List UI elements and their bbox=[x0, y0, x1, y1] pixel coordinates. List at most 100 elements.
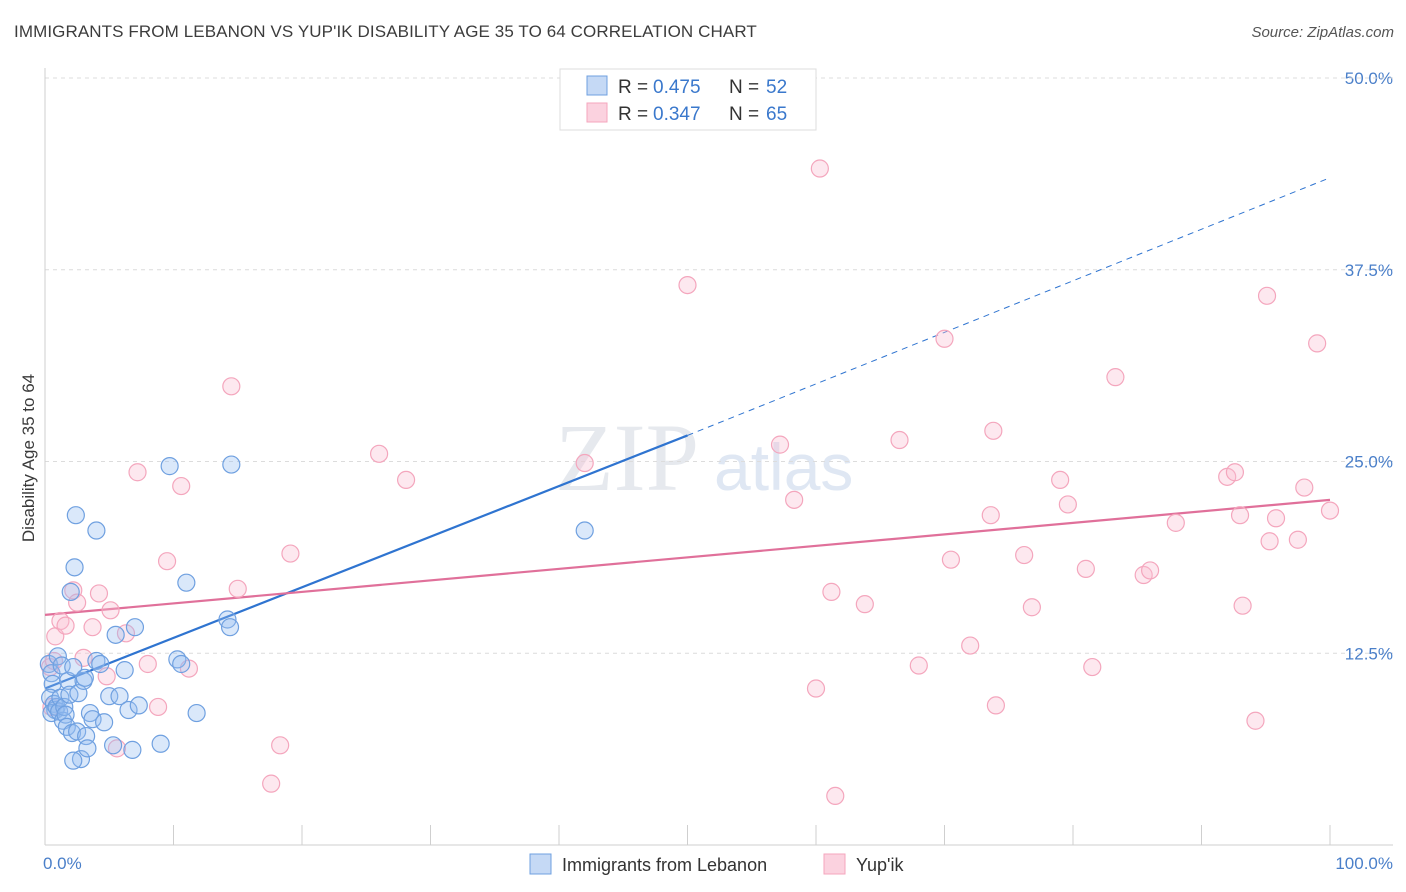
stats-legend: R = 0.475 N = 52 R = 0.347 N = 65 bbox=[559, 68, 817, 131]
point-yupik bbox=[855, 595, 874, 614]
point-yupik bbox=[172, 476, 191, 496]
point-lebanon bbox=[119, 700, 138, 720]
point-lebanon bbox=[71, 749, 91, 769]
legend-r-value-lebanon: 0.475 bbox=[653, 77, 701, 98]
point-yupik bbox=[890, 430, 909, 450]
point-yupik bbox=[128, 463, 147, 482]
point-lebanon bbox=[129, 696, 148, 715]
point-lebanon bbox=[187, 703, 206, 723]
point-lebanon bbox=[83, 710, 102, 729]
point-yupik bbox=[1051, 470, 1070, 490]
point-lebanon bbox=[177, 573, 196, 592]
point-lebanon bbox=[74, 671, 93, 690]
legend-n-label-yupik: N = bbox=[729, 104, 759, 125]
point-yupik bbox=[1308, 334, 1327, 353]
point-yupik bbox=[68, 593, 87, 612]
point-lebanon bbox=[123, 740, 142, 759]
y-tick-label: 37.5% bbox=[1345, 261, 1393, 280]
point-yupik bbox=[822, 582, 841, 601]
legend-n-value-yupik: 65 bbox=[766, 104, 787, 125]
point-yupik bbox=[157, 552, 177, 571]
point-lebanon bbox=[43, 674, 62, 694]
legend-n-label-lebanon: N = bbox=[729, 77, 759, 98]
point-yupik bbox=[575, 453, 594, 473]
legend-swatch-lebanon bbox=[586, 75, 608, 96]
trend-line-yupik bbox=[44, 498, 1331, 616]
watermark-zip: ZIP bbox=[555, 404, 699, 511]
point-yupik bbox=[909, 656, 928, 675]
watermark-atlas: atlas bbox=[714, 430, 853, 504]
point-lebanon bbox=[78, 739, 97, 758]
point-yupik bbox=[986, 696, 1006, 715]
point-yupik bbox=[101, 601, 120, 620]
series-legend-label-lebanon: Immigrants from Lebanon bbox=[562, 855, 767, 875]
point-lebanon bbox=[115, 661, 134, 680]
point-yupik bbox=[678, 275, 697, 295]
point-yupik bbox=[785, 490, 804, 509]
point-lebanon bbox=[106, 625, 125, 644]
point-lebanon bbox=[68, 722, 87, 741]
point-yupik bbox=[396, 470, 416, 490]
point-yupik bbox=[89, 584, 109, 603]
point-yupik bbox=[56, 616, 75, 635]
point-yupik bbox=[1225, 463, 1245, 482]
chart-title: IMMIGRANTS FROM LEBANON VS YUP'IK DISABI… bbox=[14, 22, 757, 41]
point-lebanon bbox=[575, 521, 594, 540]
x-tick-label: 0.0% bbox=[43, 854, 82, 873]
point-yupik bbox=[1083, 657, 1102, 677]
point-yupik bbox=[138, 654, 157, 674]
source-credit: Source: ZipAtlas.com bbox=[1251, 24, 1394, 41]
series-legend-swatch-yupik bbox=[823, 853, 846, 875]
point-lebanon bbox=[220, 618, 240, 637]
point-yupik bbox=[1076, 559, 1095, 578]
x-tick-label: 100.0% bbox=[1335, 854, 1393, 873]
point-lebanon bbox=[110, 687, 129, 706]
legend-n-value-lebanon: 52 bbox=[766, 77, 787, 98]
point-yupik bbox=[806, 679, 826, 698]
point-yupik bbox=[262, 774, 281, 793]
point-lebanon bbox=[104, 736, 123, 755]
point-lebanon bbox=[64, 657, 83, 677]
trend-line-lebanon bbox=[44, 434, 688, 690]
point-yupik bbox=[810, 159, 829, 178]
series-legend: Immigrants from Lebanon Yup'ik bbox=[529, 853, 904, 875]
point-lebanon bbox=[172, 654, 191, 674]
point-yupik bbox=[228, 579, 247, 598]
point-lebanon bbox=[75, 668, 94, 687]
point-lebanon bbox=[95, 713, 114, 732]
point-lebanon bbox=[125, 618, 145, 637]
point-yupik bbox=[941, 550, 961, 569]
point-yupik bbox=[981, 506, 1000, 525]
point-yupik bbox=[1134, 565, 1153, 585]
point-yupik bbox=[770, 435, 790, 454]
trend-lines bbox=[44, 177, 1331, 690]
point-yupik bbox=[222, 377, 241, 396]
point-yupik bbox=[1266, 509, 1286, 528]
gridlines: 12.5%25.0%37.5%50.0% bbox=[45, 69, 1393, 663]
y-tick-label: 25.0% bbox=[1345, 453, 1393, 472]
point-yupik bbox=[935, 329, 954, 348]
point-lebanon bbox=[222, 455, 241, 474]
point-lebanon bbox=[52, 656, 71, 675]
point-lebanon bbox=[61, 582, 80, 601]
point-yupik bbox=[1106, 368, 1125, 387]
point-yupik bbox=[1230, 506, 1250, 525]
point-yupik bbox=[961, 636, 980, 655]
point-lebanon bbox=[48, 647, 67, 666]
point-lebanon bbox=[151, 734, 170, 753]
data-points bbox=[39, 159, 1340, 806]
point-yupik bbox=[984, 421, 1003, 440]
point-yupik bbox=[271, 736, 290, 755]
point-yupik bbox=[826, 786, 845, 806]
series-legend-swatch-lebanon bbox=[529, 853, 552, 875]
point-yupik bbox=[370, 444, 389, 463]
point-yupik bbox=[1022, 598, 1041, 617]
point-yupik bbox=[1288, 530, 1307, 549]
point-lebanon bbox=[65, 558, 84, 577]
legend-r-label-lebanon: R = bbox=[618, 77, 648, 98]
point-lebanon bbox=[60, 685, 79, 704]
point-yupik bbox=[1320, 501, 1340, 520]
y-axis-label: Disability Age 35 to 64 bbox=[19, 374, 38, 542]
point-yupik bbox=[1260, 532, 1279, 551]
